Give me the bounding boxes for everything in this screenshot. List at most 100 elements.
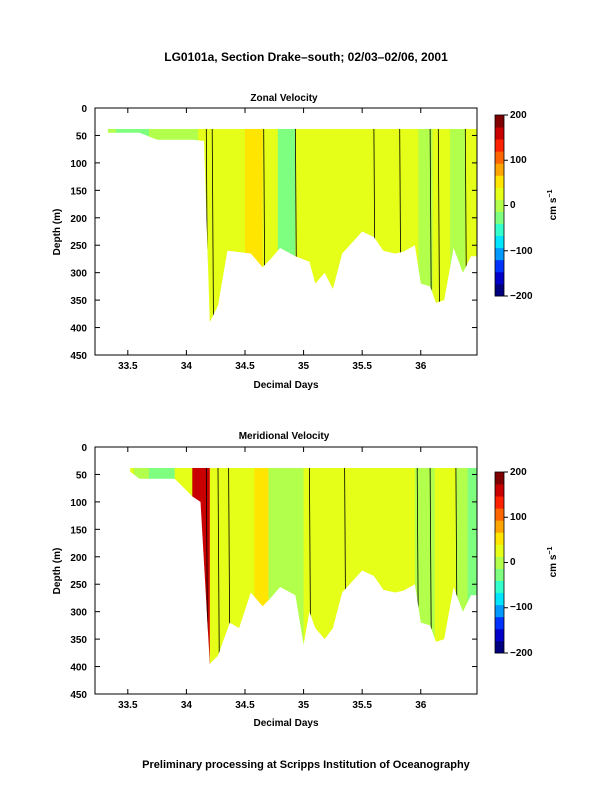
zonal-colorbar-swatch [495,151,504,164]
zonal-x-tick-label: 34.5 [235,361,255,372]
meridional-y-tick-label: 300 [70,608,87,619]
zonal-y-axis-label: Depth (m) [52,209,63,256]
meridional-colorbar-swatch [495,496,504,509]
zonal-y-tick-label: 450 [70,351,87,362]
meridional-x-tick-label: 34.5 [235,700,255,711]
zonal-colorbar-swatch [495,223,504,237]
zonal-colorbar-swatch [495,115,504,128]
zonal-y-tick-label: 400 [70,324,87,335]
zonal-panel-title: Zonal Velocity [250,93,318,104]
zonal-y-tick-label: 0 [81,104,87,115]
meridional-panel-title: Meridional Velocity [239,431,330,442]
zonal-velocity-cell [432,128,451,323]
meridional-velocity-cell [174,467,193,664]
meridional-y-tick-label: 350 [70,635,87,646]
zonal-colorbar-tick: 100 [510,155,527,166]
zonal-velocity-cell [373,128,396,323]
zonal-velocity-cell [245,128,264,323]
meridional-field [130,467,477,664]
zonal-x-tick-label: 33.5 [118,361,138,372]
meridional-plot-frame [94,446,478,695]
zonal-colorbar-swatch [495,139,504,152]
meridional-velocity-cell [130,467,135,664]
meridional-x-axis-label: Decimal Days [253,718,318,729]
zonal-colorbar-tick: −200 [510,291,533,302]
meridional-velocity-cell [455,467,469,664]
meridional-colorbar-swatch [495,556,504,569]
meridional-velocity-panel: Meridional Velocity 33.5 34 34.5 35 35.5 36 0 5… [52,431,478,729]
meridional-velocity-cell [268,467,284,664]
zonal-x-tick-label: 35.5 [352,361,372,372]
zonal-colorbar-swatch [495,187,504,200]
zonal-y-tick-label: 350 [70,296,87,307]
meridional-velocity-cell [467,467,477,664]
meridional-colorbar-swatch [495,532,504,545]
meridional-colorbar-swatch [495,472,504,485]
zonal-y-tick-label: 200 [70,214,87,225]
zonal-field [107,128,478,323]
meridional-velocity-cell [148,467,176,664]
meridional-y-tick-label: 400 [70,663,87,674]
meridional-velocity-cell [332,467,375,664]
meridional-y-axis-label: Depth (m) [52,548,63,595]
meridional-velocity-cell [230,467,255,664]
zonal-colorbar-tick: 0 [510,200,516,211]
zonal-colorbar-swatch [495,175,504,188]
meridional-velocity-cell [209,467,232,664]
meridional-colorbar-tick: 0 [510,557,516,568]
meridional-colorbar-tick: 200 [510,467,527,478]
meridional-colorbar-swatch [495,592,504,606]
zonal-colorbar-swatch [495,163,504,176]
zonal-colorbar-swatch [495,247,504,261]
meridional-colorbar-tick: −200 [510,648,533,659]
zonal-velocity-panel: Zonal Velocity 33.5 34 34.5 35 35.5 36 0 50 100 1… [52,93,478,391]
meridional-colorbar: 200 100 0 −100 −200 cm s−1 [494,467,559,659]
meridional-velocity-cell [282,467,305,664]
zonal-y-tick-label: 100 [70,159,87,170]
meridional-colorbar-tick: −100 [510,602,533,613]
zonal-velocity-cell [262,128,279,323]
meridional-velocity-cell [373,467,416,664]
meridional-velocity-cells [130,467,477,664]
zonal-velocity-cell [172,128,199,323]
meridional-colorbar-swatch [495,508,504,521]
meridional-y-tick-label: 100 [70,498,87,509]
zonal-x-tick-label: 34 [181,361,193,372]
meridional-x-tick-label: 36 [415,700,427,711]
meridional-colorbar-swatch [495,640,504,654]
zonal-velocity-cell [295,128,326,323]
meridional-velocity-cell [133,467,150,664]
zonal-colorbar-swatch [495,235,504,249]
zonal-velocity-cell [116,128,150,323]
meridional-colorbar-swatch [495,628,504,642]
meridional-y-tick-label: 450 [70,690,87,701]
zonal-colorbar-swatch [495,199,504,212]
meridional-colorbar-swatch [495,580,504,594]
meridional-y-tick-label: 150 [70,525,87,536]
zonal-colorbar: 200 100 0 −100 −200 cm s−1 [494,110,559,302]
zonal-y-tick-label: 50 [76,131,88,142]
meridional-velocity-cell [254,467,270,664]
meridional-colorbar-unit: cm s−1 [547,547,559,578]
zonal-x-tick-label: 35 [298,361,310,372]
zonal-velocity-cell [450,128,466,323]
zonal-y-tick-label: 300 [70,269,87,280]
meridional-y-tick-label: 250 [70,580,87,591]
meridional-x-tick-label: 35 [298,700,310,711]
zonal-colorbar-swatch [495,127,504,140]
meridional-y-tick-label: 200 [70,553,87,564]
zonal-x-tick-label: 36 [415,361,427,372]
zonal-velocity-cell [395,128,419,323]
meridional-colorbar-swatch [495,616,504,630]
meridional-x-tick-label: 33.5 [118,700,138,711]
figure-title: LG0101a, Section Drake–south; 02/03–02/0… [164,50,448,64]
zonal-velocity-cell [324,128,349,323]
zonal-velocity-cell [277,128,296,323]
zonal-colorbar-swatch [495,283,504,297]
zonal-colorbar-tick: 200 [510,110,527,121]
zonal-velocity-cell [198,128,213,323]
meridional-x-tick-label: 34 [181,700,193,711]
zonal-y-tick-label: 150 [70,186,87,197]
meridional-y-tick-label: 50 [76,470,88,481]
zonal-colorbar-unit: cm s−1 [547,190,559,221]
